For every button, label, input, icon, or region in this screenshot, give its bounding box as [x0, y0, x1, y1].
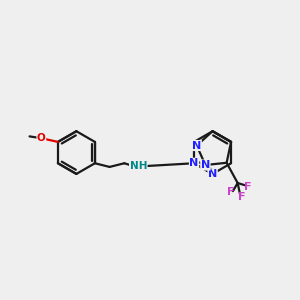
Text: F: F	[244, 182, 252, 192]
Text: N: N	[192, 140, 201, 151]
Text: O: O	[37, 133, 46, 143]
Text: N: N	[201, 160, 210, 170]
Text: F: F	[227, 187, 235, 197]
Text: N: N	[190, 158, 199, 168]
Text: F: F	[238, 192, 245, 202]
Text: NH: NH	[130, 161, 147, 171]
Text: N: N	[208, 169, 217, 179]
